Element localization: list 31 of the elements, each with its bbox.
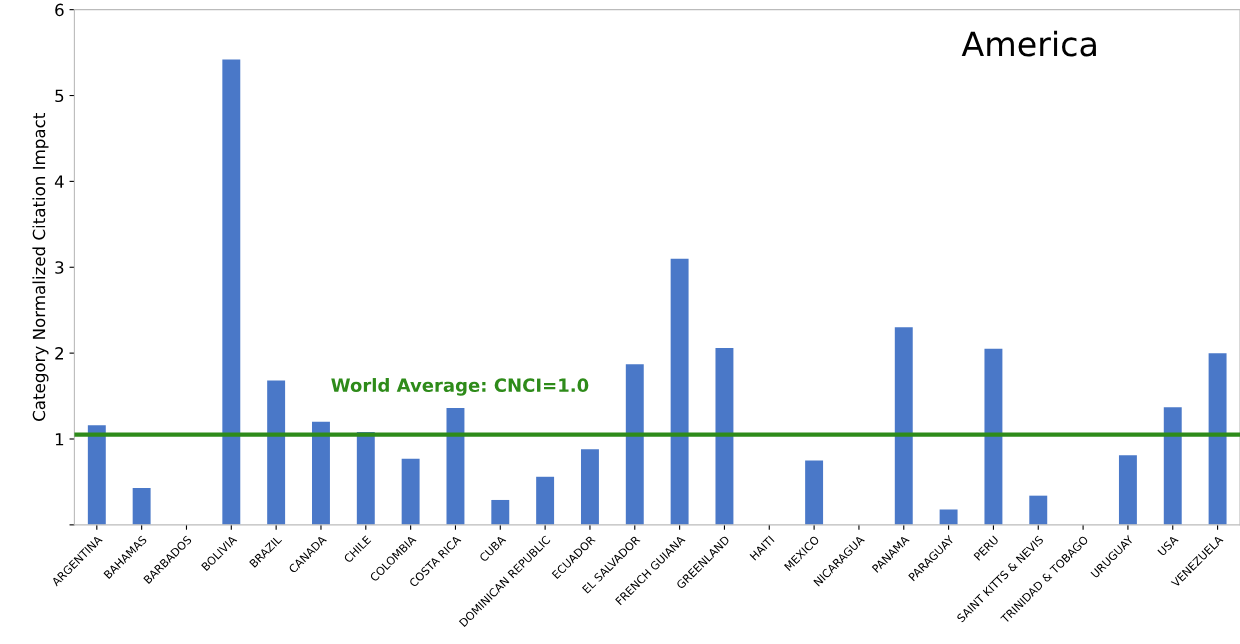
bar <box>356 432 375 525</box>
y-axis-title: Category Normalized Citation Impact <box>32 113 49 421</box>
bar <box>939 509 958 525</box>
bar <box>536 476 555 525</box>
bar <box>267 380 286 525</box>
y-tick-label: 6 <box>55 3 64 17</box>
bar <box>670 258 689 525</box>
bar <box>1029 495 1048 525</box>
bar <box>580 449 599 525</box>
bar <box>401 458 420 525</box>
bar <box>1208 353 1227 525</box>
bar <box>312 421 330 525</box>
bar <box>894 327 913 525</box>
bar <box>625 364 644 525</box>
bar <box>87 425 106 525</box>
y-tick-label: 2 <box>55 347 64 360</box>
bar <box>222 59 241 525</box>
bar <box>491 499 510 525</box>
bar <box>984 348 1003 525</box>
y-tick-label: 5 <box>55 89 64 103</box>
ref-line-label: World Average: CNCI=1.0 <box>331 378 589 396</box>
y-tick-label: 3 <box>55 261 64 274</box>
y-tick-label: 4 <box>54 175 64 188</box>
text: America <box>961 30 1096 57</box>
bar <box>446 408 465 525</box>
bar <box>805 460 824 525</box>
bar <box>132 487 151 525</box>
y-tick-label: 1 <box>55 433 64 446</box>
bar <box>715 347 734 525</box>
bar <box>1118 455 1137 525</box>
bar <box>1163 407 1182 525</box>
